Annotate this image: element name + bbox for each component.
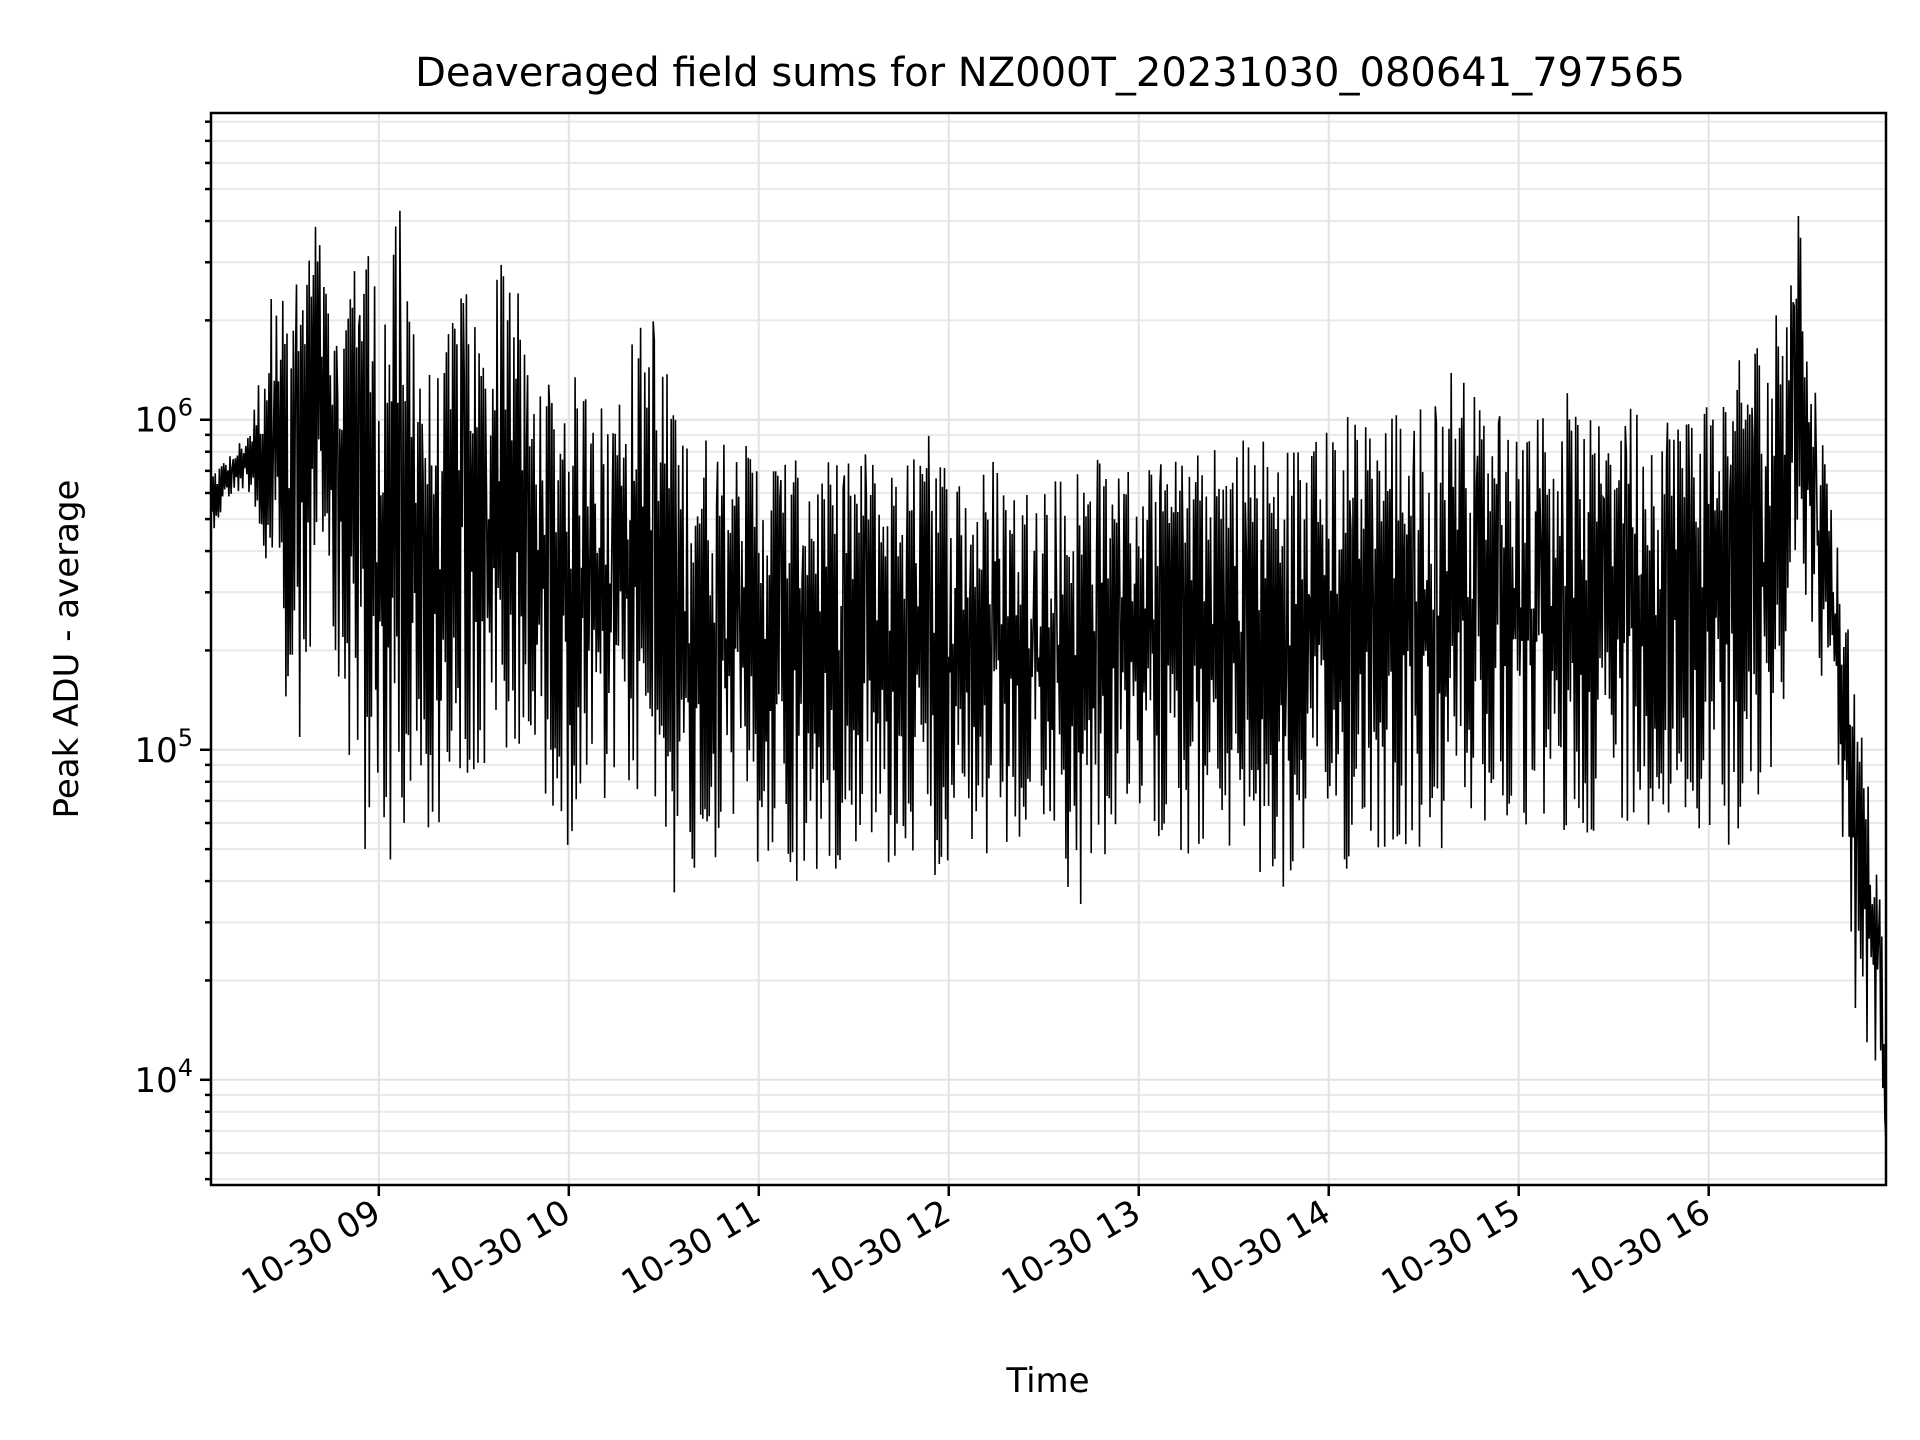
x-axis: 10-30 09 10-30 10 10-30 11 10-30 12 10-30 13…	[235, 1185, 1717, 1303]
x-tick-label: 10-30 09	[235, 1192, 387, 1303]
y-tick-label-exponent: 4	[178, 1054, 193, 1082]
y-tick-label-base: 10	[134, 731, 177, 771]
x-tick-label: 10-30 11	[615, 1192, 767, 1303]
plot-frame	[209, 111, 1888, 1187]
x-tick-label: 10-30 10	[425, 1192, 577, 1303]
series-line	[210, 210, 1887, 1142]
y-tick-label-exponent: 6	[178, 394, 193, 422]
y-tick-label-base: 10	[134, 401, 177, 441]
y-tick-label: 105	[134, 724, 193, 771]
x-tick-label: 10-30 13	[995, 1192, 1147, 1303]
y-tick-label: 104	[134, 1054, 193, 1101]
x-tick-label: 10-30 14	[1185, 1192, 1337, 1303]
y-axis-label: Peak ADU - average	[47, 480, 87, 819]
chart-title: Deaveraged field sums for NZ000T_2023103…	[415, 50, 1685, 96]
x-axis-label: Time	[1005, 1361, 1089, 1401]
y-tick-label: 106	[134, 394, 193, 441]
y-tick-label-base: 10	[134, 1061, 177, 1101]
x-tick-label: 10-30 16	[1565, 1192, 1717, 1303]
y-tick-label-exponent: 5	[178, 724, 193, 752]
x-tick-label: 10-30 12	[805, 1192, 957, 1303]
x-tick-label: 10-30 15	[1375, 1192, 1527, 1303]
